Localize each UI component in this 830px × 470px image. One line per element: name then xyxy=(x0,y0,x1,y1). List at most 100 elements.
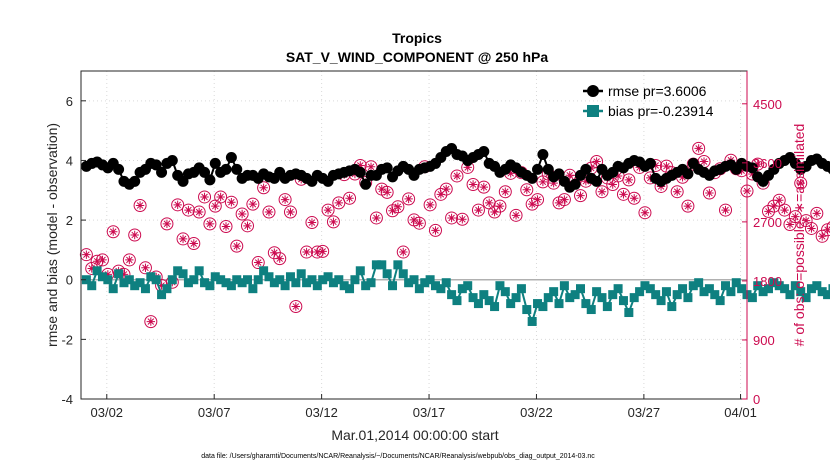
obs-point xyxy=(224,195,238,209)
obs-assimilated-marker xyxy=(334,198,344,208)
obs-assimilated-marker xyxy=(87,264,96,273)
obs-assimilated-marker xyxy=(764,207,773,216)
obs-possible-marker xyxy=(627,191,641,205)
bias-point xyxy=(339,281,349,291)
obs-point xyxy=(262,205,276,219)
obs-assimilated-marker xyxy=(630,194,639,203)
bias-point xyxy=(404,278,414,288)
obs-point xyxy=(520,183,534,197)
obs-possible-marker xyxy=(241,219,254,233)
bias-point xyxy=(371,260,381,270)
obs-assimilated-marker xyxy=(484,198,494,208)
obs-point xyxy=(192,205,206,219)
rmse-point xyxy=(166,154,178,166)
obs-possible-marker xyxy=(439,182,453,196)
bias-point xyxy=(672,290,682,300)
obs-possible-marker xyxy=(230,239,244,253)
bias-point xyxy=(581,299,591,309)
obs-point xyxy=(428,223,442,237)
y-left-tick-label: 0 xyxy=(66,273,73,288)
rmse-point xyxy=(827,164,830,175)
bias-point xyxy=(511,293,521,303)
obs-assimilated-marker xyxy=(431,226,440,235)
obs-possible-marker xyxy=(380,185,394,199)
y-right-tick-label: 4500 xyxy=(753,97,782,112)
bias-point xyxy=(726,287,736,297)
obs-possible-marker xyxy=(187,237,201,251)
y-left-tick-label: -4 xyxy=(61,392,73,407)
bias-point xyxy=(393,260,403,270)
obs-point xyxy=(171,198,185,212)
obs-point xyxy=(445,211,459,225)
obs-point xyxy=(369,211,383,225)
legend-rmse-marker xyxy=(587,85,599,97)
obs-point xyxy=(821,223,830,237)
obs-assimilated-marker xyxy=(82,250,91,259)
obs-point xyxy=(198,190,212,204)
bias-point xyxy=(704,284,714,294)
obs-point xyxy=(509,208,523,222)
bias-point xyxy=(259,266,269,276)
obs-possible-marker xyxy=(224,195,238,209)
obs-possible-marker xyxy=(203,217,217,231)
obs-assimilated-marker xyxy=(560,195,569,204)
bias-point xyxy=(269,278,279,288)
obs-possible-marker xyxy=(477,180,491,194)
obs-assimilated-marker xyxy=(146,317,156,326)
obs-possible-marker xyxy=(520,183,534,197)
obs-possible-marker xyxy=(471,203,485,217)
bias-point xyxy=(189,275,199,285)
obs-point xyxy=(326,215,340,229)
bias-point xyxy=(823,290,830,300)
y-axis-left-label: rmse and bias (model - observation) xyxy=(44,123,60,347)
obs-possible-marker xyxy=(595,185,609,199)
y-right-tick-label: 2700 xyxy=(753,215,782,230)
obs-possible-marker xyxy=(316,244,330,258)
obs-possible-marker xyxy=(659,159,673,173)
obs-possible-marker xyxy=(305,216,319,230)
bias-point xyxy=(124,275,134,285)
obs-assimilated-marker xyxy=(452,171,462,181)
bias-point xyxy=(350,275,360,285)
obs-possible-marker xyxy=(106,225,120,239)
obs-possible-marker xyxy=(509,208,523,222)
bias-point xyxy=(602,302,612,312)
obs-possible-marker xyxy=(144,315,158,329)
obs-possible-marker xyxy=(719,203,733,217)
obs-assimilated-marker xyxy=(463,163,472,172)
y-left-tick-label: 6 xyxy=(66,94,73,109)
obs-possible-marker xyxy=(235,207,249,221)
bias-point xyxy=(828,284,830,294)
obs-possible-marker xyxy=(498,185,512,199)
obs-assimilated-marker xyxy=(275,254,284,263)
bias-point xyxy=(178,269,188,279)
bias-point xyxy=(656,296,666,306)
bias-point xyxy=(167,275,177,285)
obs-point xyxy=(128,228,142,242)
bias-point xyxy=(355,266,365,276)
rmse-point xyxy=(569,178,581,190)
rmse-point xyxy=(225,151,237,163)
bias-point xyxy=(576,284,585,294)
obs-point xyxy=(251,256,265,270)
obs-point xyxy=(343,191,357,205)
obs-assimilated-marker xyxy=(329,217,338,227)
bias-point xyxy=(328,278,338,288)
bias-point xyxy=(796,287,806,297)
obs-assimilated-marker xyxy=(221,222,231,231)
bias-point xyxy=(812,281,822,291)
bias-point xyxy=(688,281,698,291)
obs-assimilated-marker xyxy=(318,247,327,256)
bias-point xyxy=(468,293,478,303)
obs-assimilated-marker xyxy=(399,247,408,257)
obs-assimilated-marker xyxy=(775,196,784,205)
obs-possible-marker xyxy=(214,190,228,204)
bias-point xyxy=(785,290,795,300)
obs-point xyxy=(241,219,254,233)
obs-assimilated-marker xyxy=(125,255,134,265)
obs-possible-marker xyxy=(638,206,652,220)
obs-possible-marker xyxy=(332,196,346,210)
rmse-point xyxy=(113,163,125,175)
obs-possible-marker xyxy=(692,141,706,155)
y-left-tick-label: 2 xyxy=(66,213,73,228)
